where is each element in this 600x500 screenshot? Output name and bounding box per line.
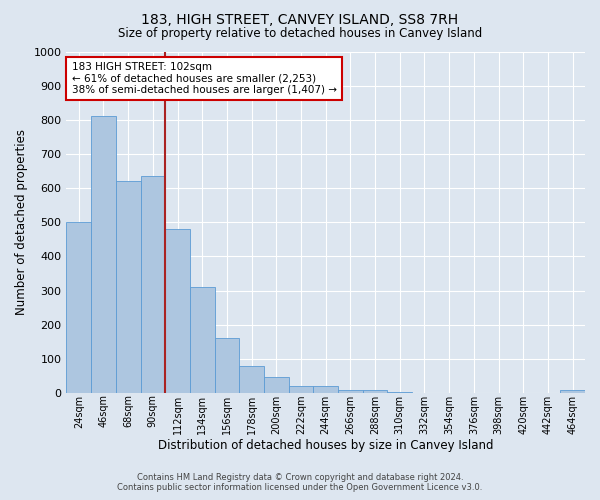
Bar: [165, 229, 190, 393]
X-axis label: Distribution of detached houses by size in Canvey Island: Distribution of detached houses by size …: [158, 440, 493, 452]
Y-axis label: Number of detached properties: Number of detached properties: [15, 130, 28, 316]
Bar: [338, 390, 363, 393]
Bar: [91, 116, 116, 393]
Bar: [190, 287, 215, 393]
Bar: [215, 338, 239, 393]
Bar: [239, 366, 264, 393]
Bar: [140, 176, 165, 393]
Bar: [560, 390, 585, 393]
Bar: [313, 386, 338, 393]
Bar: [388, 392, 412, 393]
Text: Contains HM Land Registry data © Crown copyright and database right 2024.
Contai: Contains HM Land Registry data © Crown c…: [118, 473, 482, 492]
Text: 183 HIGH STREET: 102sqm
← 61% of detached houses are smaller (2,253)
38% of semi: 183 HIGH STREET: 102sqm ← 61% of detache…: [71, 62, 337, 95]
Text: Size of property relative to detached houses in Canvey Island: Size of property relative to detached ho…: [118, 28, 482, 40]
Bar: [116, 182, 140, 393]
Bar: [363, 390, 388, 393]
Text: 183, HIGH STREET, CANVEY ISLAND, SS8 7RH: 183, HIGH STREET, CANVEY ISLAND, SS8 7RH: [142, 12, 458, 26]
Bar: [264, 378, 289, 393]
Bar: [67, 222, 91, 393]
Bar: [289, 386, 313, 393]
